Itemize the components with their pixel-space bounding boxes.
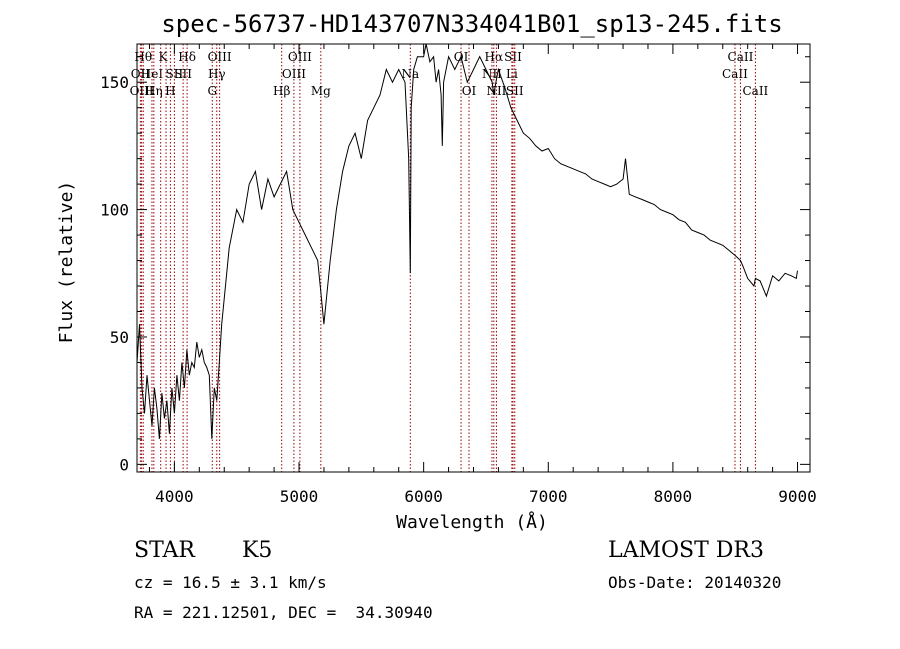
line-marker-label: CaII (722, 67, 748, 81)
line-marker-label: OII (131, 67, 151, 81)
y-tick-label: 0 (119, 455, 129, 474)
line-markers: Hθ OII OIII HeI Hη K H SII Hδ SII G Hγ OIII Hβ OIII OII… (130, 44, 769, 472)
axis-ticks: 4000 5000 6000 7000 8000 9000 0 50 100 150 (100, 44, 817, 506)
line-marker-label: Li (506, 67, 518, 81)
y-axis-label: Flux (relative) (56, 181, 77, 344)
line-marker-label: CaII (742, 84, 768, 98)
line-marker-label: OI (462, 84, 477, 98)
line-marker-label: SII (174, 67, 192, 81)
line-marker-label: SII (506, 84, 524, 98)
line-marker-label: NII (482, 67, 502, 81)
line-marker-label: OIII (130, 84, 154, 98)
line-marker-label: Na (401, 67, 419, 81)
x-axis-label: Wavelength (Å) (396, 511, 548, 533)
object-subclass: K5 (242, 538, 273, 563)
line-marker-label: G (207, 84, 217, 98)
line-marker-label: OIII (282, 67, 306, 81)
x-tick-label: 8000 (654, 487, 693, 506)
line-marker-label: NII (486, 84, 506, 98)
chart-title: spec-56737-HD143707N334041B01_sp13-245.f… (161, 10, 782, 38)
line-marker-label: Mg (311, 84, 331, 98)
line-marker-label: CaII (728, 50, 754, 64)
line-marker-label: Hα (485, 50, 504, 64)
line-marker-label: SII (166, 67, 184, 81)
redshift-value: cz = 16.5 ± 3.1 km/s (134, 573, 327, 592)
line-marker-label: H (165, 84, 175, 98)
line-marker-label: Hδ (178, 50, 196, 64)
y-tick-label: 100 (100, 201, 129, 220)
line-marker-label: Hβ (273, 84, 290, 98)
line-marker-label: HeI (141, 67, 164, 81)
plot-frame (136, 43, 811, 473)
line-marker-label: Hη (145, 84, 163, 98)
y-tick-label: 50 (110, 328, 129, 347)
line-marker-label: K (159, 50, 169, 64)
line-marker-label: OIII (208, 50, 232, 64)
survey-name: LAMOST DR3 (608, 538, 764, 563)
y-tick-label: 150 (100, 73, 129, 92)
line-marker-label: Hθ (134, 50, 152, 64)
spectrum-line (136, 43, 798, 439)
line-marker-label: OIII (288, 50, 312, 64)
x-tick-label: 4000 (155, 487, 194, 506)
coordinates: RA = 221.12501, DEC = 34.30940 (134, 603, 433, 622)
object-class: STAR (134, 538, 195, 563)
x-tick-label: 9000 (778, 487, 817, 506)
obs-date: Obs-Date: 20140320 (608, 573, 782, 592)
x-tick-label: 7000 (529, 487, 568, 506)
x-tick-label: 6000 (404, 487, 443, 506)
plot-area: Hθ OII OIII HeI Hη K H SII Hδ SII G Hγ OIII Hβ OIII OII… (100, 43, 817, 506)
line-marker-label: Hγ (208, 67, 226, 81)
line-marker-label: SII (504, 50, 522, 64)
x-tick-label: 5000 (280, 487, 319, 506)
